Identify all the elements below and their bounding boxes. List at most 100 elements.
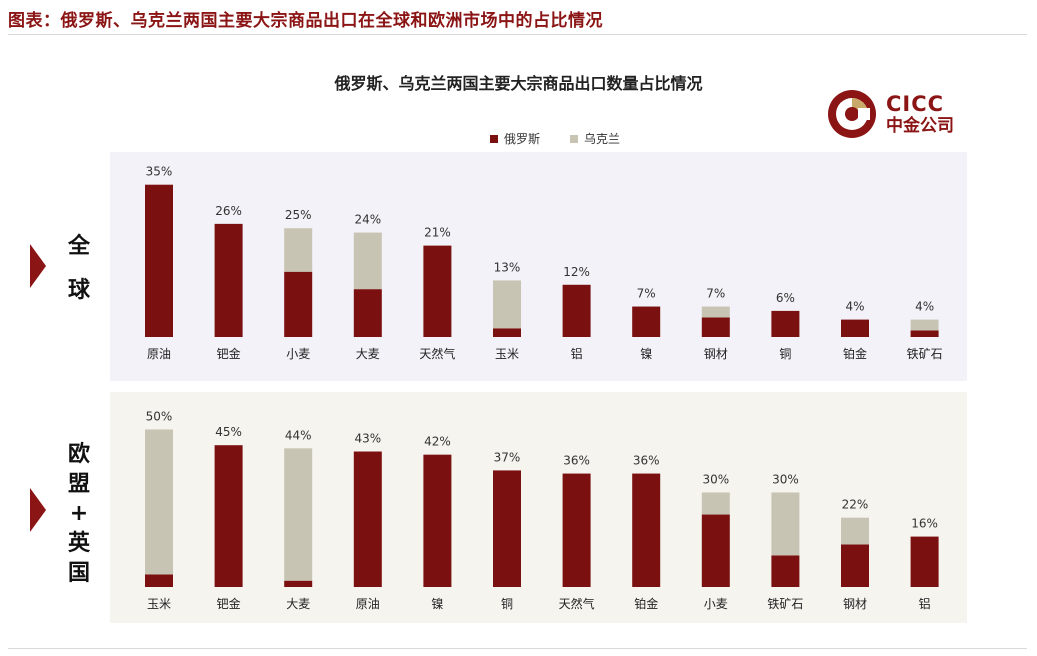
bar-eu-russia-7 — [632, 473, 661, 587]
value-label-eu-3: 43% — [354, 432, 381, 446]
value-label-eu-7: 36% — [633, 454, 660, 468]
value-label-eu-11: 16% — [911, 517, 938, 531]
bar-global-russia-10 — [841, 319, 869, 337]
bar-global-russia-3 — [353, 289, 382, 337]
header-divider — [8, 34, 1027, 35]
bar-eu-russia-6 — [562, 473, 591, 587]
cicc-logo: CICC 中金公司 — [826, 88, 954, 140]
bar-eu-ukraine-2 — [284, 448, 313, 581]
bar-global-russia-5 — [493, 328, 521, 337]
category-label-eu-10: 钢材 — [843, 597, 867, 611]
value-label-eu-1: 45% — [215, 425, 242, 439]
legend-item-ukraine: 乌克兰 — [570, 130, 620, 147]
bar-global-russia-4 — [423, 245, 452, 337]
category-label-eu-8: 小麦 — [704, 597, 728, 611]
category-label-global-3: 大麦 — [356, 347, 380, 361]
category-label-global-6: 铝 — [571, 346, 583, 361]
bar-global-russia-2 — [284, 271, 313, 337]
bar-eu-ukraine-10 — [841, 517, 869, 545]
side-label-global: 全球 — [67, 234, 90, 303]
category-label-global-9: 铜 — [779, 346, 791, 361]
value-label-eu-6: 36% — [563, 454, 590, 468]
value-label-eu-2: 44% — [285, 428, 312, 442]
value-label-global-10: 4% — [845, 300, 864, 314]
bar-global-russia-8 — [701, 317, 730, 337]
value-label-eu-0: 50% — [146, 409, 173, 423]
cicc-logo-icon — [828, 90, 876, 138]
bar-eu-russia-0 — [145, 574, 173, 587]
bar-global-russia-9 — [771, 310, 800, 337]
bar-global-russia-7 — [632, 306, 661, 337]
bar-eu-russia-10 — [841, 544, 869, 587]
side-label-eu: 欧盟 + 英国 — [67, 442, 90, 586]
bar-eu-russia-3 — [353, 451, 382, 587]
bar-global-ukraine-5 — [493, 280, 521, 329]
value-label-global-3: 24% — [354, 213, 381, 227]
legend-label-russia: 俄罗斯 — [504, 132, 541, 146]
bar-global-ukraine-2 — [284, 228, 313, 272]
bar-global-russia-11 — [910, 330, 939, 337]
legend-label-ukraine: 乌克兰 — [584, 132, 621, 146]
value-label-eu-10: 22% — [842, 498, 869, 512]
category-label-global-4: 天然气 — [419, 346, 455, 361]
value-label-global-11: 4% — [915, 300, 934, 314]
panel-eu-uk — [110, 392, 967, 623]
category-label-eu-4: 镍 — [431, 597, 443, 611]
bar-eu-ukraine-8 — [701, 492, 730, 515]
bar-eu-russia-11 — [910, 536, 939, 587]
side-arrow-eu — [30, 488, 46, 532]
value-label-global-7: 7% — [637, 287, 656, 301]
category-label-eu-11: 铝 — [919, 596, 931, 611]
side-arrow-global — [30, 244, 46, 288]
value-label-eu-8: 30% — [702, 472, 729, 486]
bar-eu-ukraine-0 — [145, 429, 173, 575]
bar-eu-russia-8 — [701, 514, 730, 587]
chart-title: 俄罗斯、乌克兰两国主要大宗商品出口数量占比情况 — [334, 74, 703, 93]
value-label-global-5: 13% — [494, 260, 521, 274]
logo-name: CICC — [886, 91, 945, 116]
bar-global-russia-1 — [214, 223, 243, 337]
value-label-global-9: 6% — [776, 291, 795, 305]
value-label-global-8: 7% — [706, 287, 725, 301]
category-label-eu-9: 铁矿石 — [767, 597, 803, 611]
category-label-global-1: 钯金 — [217, 346, 241, 361]
bar-global-russia-0 — [145, 184, 173, 337]
value-label-global-1: 26% — [215, 204, 242, 218]
bar-global-ukraine-3 — [353, 232, 382, 290]
value-label-eu-5: 37% — [494, 450, 521, 464]
category-label-eu-5: 铜 — [501, 596, 513, 611]
category-label-global-0: 原油 — [147, 347, 171, 361]
category-label-global-2: 小麦 — [286, 347, 310, 361]
bar-global-ukraine-8 — [701, 306, 730, 318]
category-label-global-7: 镍 — [640, 347, 652, 361]
value-label-global-4: 21% — [424, 226, 451, 240]
bar-eu-russia-5 — [493, 470, 521, 587]
category-label-global-11: 铁矿石 — [907, 347, 943, 361]
category-label-eu-3: 原油 — [356, 597, 380, 611]
value-label-global-2: 25% — [285, 208, 312, 222]
footer-divider — [8, 648, 1027, 649]
category-label-eu-2: 大麦 — [286, 597, 310, 611]
header-title: 图表：俄罗斯、乌克兰两国主要大宗商品出口在全球和欧洲市场中的占比情况 — [8, 11, 603, 31]
bar-eu-ukraine-9 — [771, 492, 800, 556]
bar-eu-russia-1 — [214, 445, 243, 587]
bar-global-ukraine-11 — [910, 319, 939, 331]
value-label-eu-4: 42% — [424, 435, 451, 449]
category-label-eu-1: 钯金 — [217, 596, 241, 611]
category-label-global-10: 铂金 — [843, 346, 867, 361]
category-label-global-5: 玉米 — [495, 347, 519, 361]
value-label-eu-9: 30% — [772, 472, 799, 486]
category-label-eu-7: 铂金 — [634, 596, 658, 611]
legend: 俄罗斯 乌克兰 — [490, 130, 650, 147]
bar-eu-russia-2 — [284, 580, 313, 587]
category-label-eu-0: 玉米 — [147, 597, 171, 611]
bar-eu-russia-9 — [771, 555, 800, 587]
bar-eu-russia-4 — [423, 454, 452, 587]
value-label-global-0: 35% — [146, 165, 173, 179]
category-label-eu-6: 天然气 — [559, 596, 595, 611]
category-label-global-8: 钢材 — [704, 347, 728, 361]
logo-name-cn: 中金公司 — [886, 115, 954, 136]
value-label-global-6: 12% — [563, 265, 590, 279]
bar-global-russia-6 — [562, 284, 591, 337]
